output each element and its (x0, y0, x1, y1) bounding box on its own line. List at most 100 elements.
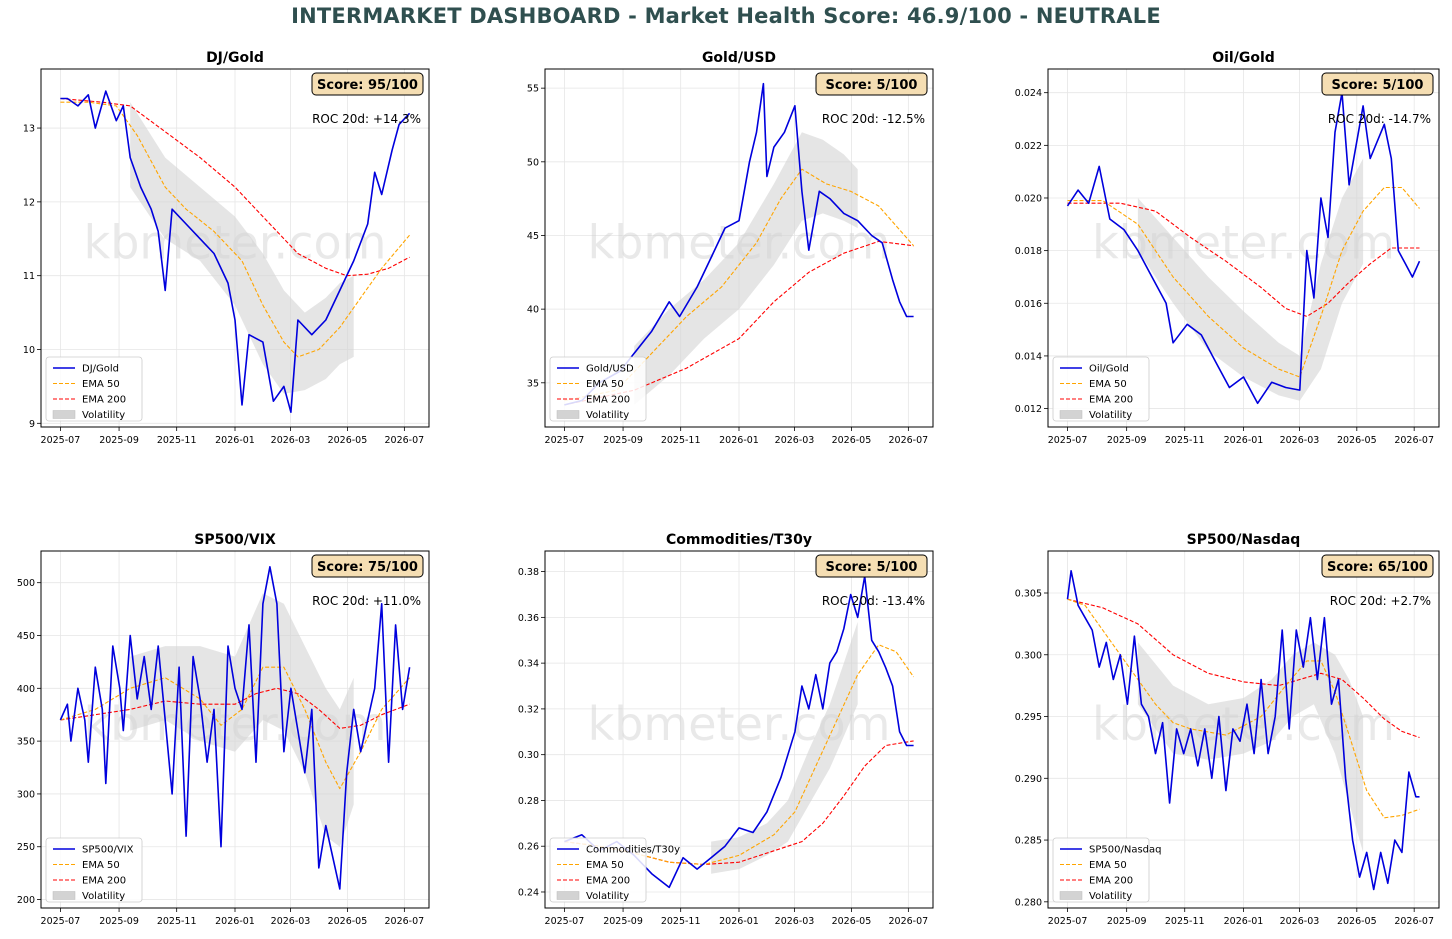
subplot-5: kbmeter.com0.240.260.280.300.320.340.360… (518, 532, 934, 927)
subplot-1: kbmeter.com9101112132025-072025-092025-1… (23, 50, 430, 446)
y-tick-label: 400 (17, 684, 35, 695)
y-tick-label: 0.300 (1015, 650, 1042, 661)
y-tick-label: 40 (527, 305, 539, 316)
legend: SP500/Nasdaq EMA 50 EMA 200 Volatility (1052, 837, 1161, 903)
legend: Oil/Gold EMA 50 EMA 200 Volatility (1052, 356, 1150, 422)
x-tick-label: 2026-07 (889, 916, 929, 927)
legend-item-ema200-label: EMA 200 (586, 395, 630, 406)
x-tick-label: 2025-09 (99, 435, 139, 446)
plot-area (1066, 570, 1420, 891)
score-box (815, 554, 928, 578)
plot-area (59, 566, 411, 890)
subplot-title: Gold/USD (702, 50, 776, 66)
score-badge: Score: 75/100 (311, 554, 424, 578)
y-tick-label: 9 (29, 419, 35, 430)
volatility-band (634, 132, 858, 405)
x-tick-label: 2026-01 (215, 435, 255, 446)
plot-area (60, 90, 411, 413)
x-tick-label: 2026-05 (1337, 916, 1377, 927)
legend: Gold/USD EMA 50 EMA 200 Volatility (549, 356, 647, 422)
y-tick-label: 0.290 (1015, 774, 1042, 785)
legend-item-volatility-swatch (1059, 891, 1083, 900)
volatility-band (130, 593, 354, 847)
subplot-title: SP500/Nasdaq (1187, 532, 1301, 548)
y-tick-label: 0.26 (518, 842, 539, 853)
x-tick-label: 2026-03 (1280, 916, 1320, 927)
legend-item-ema200-label: EMA 200 (1089, 876, 1133, 887)
legend-item-ema50-label: EMA 50 (82, 860, 120, 871)
ema50-line (60, 666, 411, 790)
legend-box (45, 356, 143, 422)
plot-area (1066, 91, 1421, 405)
x-tick-label: 2025-07 (1048, 916, 1088, 927)
score-box (815, 72, 928, 96)
y-tick-label: 13 (23, 124, 35, 135)
volatility-band (1137, 158, 1364, 401)
x-tick-label: 2026-01 (719, 435, 759, 446)
x-tick-label: 2026-07 (385, 916, 425, 927)
grid (545, 69, 933, 427)
subplot-6: kbmeter.com0.2800.2850.2900.2950.3000.30… (1015, 532, 1440, 927)
y-tick-label: 0.014 (1015, 351, 1042, 362)
x-tick-label: 2025-09 (1107, 435, 1147, 446)
legend-item-ema200-label: EMA 200 (82, 395, 126, 406)
legend: Commodities/T30y EMA 50 EMA 200 Volatility (549, 837, 680, 903)
y-tick-label: 0.295 (1015, 712, 1042, 723)
x-tick-label: 2026-07 (1394, 435, 1434, 446)
legend-item-price-label: SP500/VIX (82, 845, 134, 856)
legend-item-volatility-label: Volatility (1089, 891, 1132, 902)
x-tick-label: 2026-03 (271, 916, 311, 927)
y-tick-label: 350 (17, 737, 35, 748)
score-box (1321, 72, 1434, 96)
legend-item-ema200-label: EMA 200 (1089, 395, 1133, 406)
ema200-line (1067, 202, 1420, 317)
y-tick-label: 0.34 (518, 659, 539, 670)
ema50-line (564, 644, 915, 866)
x-tick-label: 2025-09 (99, 916, 139, 927)
legend-item-price-label: Oil/Gold (1089, 364, 1129, 375)
legend-box (1052, 356, 1150, 422)
y-tick-label: 0.36 (518, 613, 539, 624)
x-tick-label: 2026-07 (1394, 916, 1434, 927)
legend-item-price-label: SP500/Nasdaq (1089, 845, 1161, 856)
legend-item-ema50-label: EMA 50 (586, 379, 624, 390)
score-badge: Score: 95/100 (311, 72, 424, 96)
y-tick-label: 50 (527, 157, 539, 168)
y-tick-label: 12 (23, 197, 35, 208)
score-text: Score: 75/100 (317, 560, 418, 575)
legend-item-volatility-swatch (556, 410, 580, 419)
subplot-title: DJ/Gold (206, 50, 264, 66)
page-title: INTERMARKET DASHBOARD - Market Health Sc… (291, 4, 1161, 28)
legend: DJ/Gold EMA 50 EMA 200 Volatility (45, 356, 143, 422)
y-tick-label: 0.022 (1015, 141, 1042, 152)
legend-item-volatility-swatch (52, 891, 76, 900)
legend-box (1052, 837, 1150, 903)
legend-item-volatility-label: Volatility (82, 410, 125, 421)
y-tick-label: 300 (17, 789, 35, 800)
x-tick-label: 2025-11 (1165, 916, 1205, 927)
x-tick-label: 2025-07 (545, 435, 585, 446)
plot-area (564, 575, 915, 889)
score-badge: Score: 5/100 (815, 554, 928, 578)
y-tick-label: 500 (17, 578, 35, 589)
x-tick-label: 2025-11 (661, 916, 701, 927)
x-tick-label: 2026-03 (1280, 435, 1320, 446)
x-tick-label: 2025-07 (41, 435, 81, 446)
x-tick-label: 2026-01 (1224, 916, 1264, 927)
x-tick-label: 2026-03 (775, 435, 815, 446)
legend-item-ema50-label: EMA 50 (82, 379, 120, 390)
y-tick-label: 45 (527, 231, 539, 242)
legend-item-volatility-swatch (52, 410, 76, 419)
x-tick-label: 2026-05 (328, 916, 368, 927)
legend-item-ema50-label: EMA 50 (1089, 860, 1127, 871)
y-tick-label: 35 (527, 378, 539, 389)
y-tick-label: 0.38 (518, 567, 539, 578)
x-tick-label: 2025-09 (1107, 916, 1147, 927)
x-tick-label: 2025-09 (603, 916, 643, 927)
y-tick-label: 0.28 (518, 796, 539, 807)
legend-item-price-label: DJ/Gold (82, 364, 119, 375)
ema50-line (60, 101, 411, 358)
score-badge: Score: 65/100 (1321, 554, 1434, 578)
